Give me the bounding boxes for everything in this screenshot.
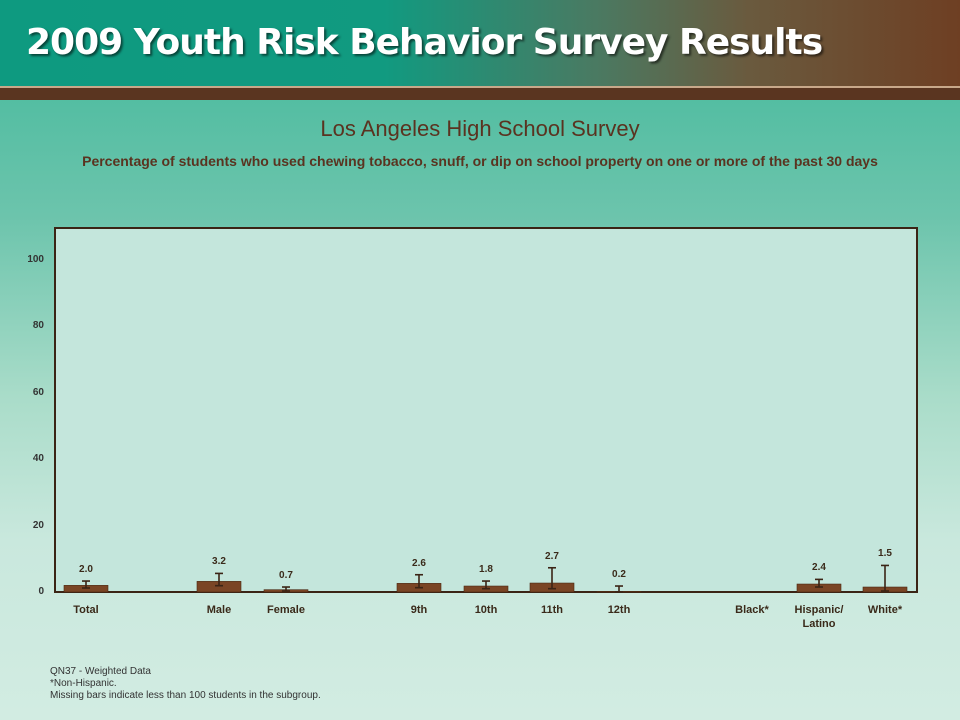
footnote-data-source: QN37 - Weighted Data <box>50 666 151 677</box>
data-label: 2.4 <box>812 562 826 574</box>
error-bar <box>815 578 823 588</box>
error-bar <box>82 580 90 589</box>
x-tick-label: Black* <box>735 604 769 616</box>
error-bar <box>415 573 423 589</box>
banner-stripe <box>0 86 960 100</box>
footnote-non-hispanic: *Non-Hispanic. <box>50 678 117 689</box>
data-label: 0.7 <box>279 570 293 582</box>
data-label: 0.2 <box>612 569 626 581</box>
header-banner: 2009 Youth Risk Behavior Survey Results <box>0 0 960 86</box>
plot-area <box>54 227 918 593</box>
x-tick-label: Total <box>73 604 99 616</box>
x-tick-label: 11th <box>540 604 563 616</box>
banner-title: 2009 Youth Risk Behavior Survey Results <box>26 22 823 63</box>
x-tick-label: Male <box>206 604 232 616</box>
y-tick-label: 60 <box>32 386 44 398</box>
y-tick-label: 100 <box>27 254 44 265</box>
x-tick-label: 9th <box>410 604 428 616</box>
x-tick-label: 12th <box>607 604 631 616</box>
chart-subtitle: Percentage of students who used chewing … <box>82 153 878 169</box>
footnote-missing-bars: Missing bars indicate less than 100 stud… <box>50 690 321 701</box>
error-bar <box>215 572 223 587</box>
error-bar <box>482 580 490 590</box>
y-tick-label: 0 <box>38 586 44 597</box>
error-bar <box>282 586 290 592</box>
banner-stripe-highlight <box>0 86 960 88</box>
data-label: 2.0 <box>79 564 93 576</box>
data-label: 1.8 <box>479 564 493 576</box>
error-bar <box>615 585 623 593</box>
data-label: 2.7 <box>545 550 559 562</box>
x-tick-label: White* <box>867 604 903 616</box>
data-label: 3.2 <box>212 556 226 568</box>
x-tick-label: 10th <box>474 604 498 616</box>
y-tick-label: 80 <box>32 320 44 332</box>
error-bar <box>881 564 889 592</box>
data-label: 2.6 <box>412 557 426 569</box>
chart-title: Los Angeles High School Survey <box>320 116 640 141</box>
data-label: 1.5 <box>878 548 892 560</box>
x-tick-label: Hispanic/ Latino <box>794 604 844 630</box>
error-bar <box>548 566 556 590</box>
x-tick-label: Female <box>267 604 305 616</box>
y-tick-label: 20 <box>32 519 44 531</box>
y-tick-label: 40 <box>32 453 44 465</box>
